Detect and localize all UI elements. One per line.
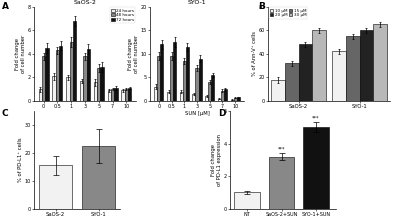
X-axis label: SUN [μM]: SUN [μM] (72, 111, 98, 116)
Bar (56, 50, 59, 101)
Bar (66, 77, 70, 101)
Bar (83, 56, 87, 101)
Title: SYO-1: SYO-1 (188, 0, 206, 5)
Bar (167, 92, 170, 101)
Bar (373, 24, 386, 101)
Bar (208, 82, 211, 101)
Bar (196, 68, 198, 101)
Bar (114, 88, 118, 101)
Bar (154, 87, 157, 101)
Bar (230, 100, 234, 101)
Bar (198, 59, 202, 101)
Bar (122, 90, 125, 101)
Y-axis label: Fold change
of cell number: Fold change of cell number (15, 35, 26, 73)
Bar (73, 21, 76, 101)
Bar (269, 157, 294, 209)
Bar (39, 89, 42, 101)
Bar (45, 48, 48, 101)
Bar (285, 63, 298, 101)
Title: SaOS-2: SaOS-2 (74, 0, 96, 5)
Bar (298, 44, 312, 101)
Y-axis label: Fold change
of cell number: Fold change of cell number (128, 35, 139, 73)
Bar (303, 127, 329, 209)
Bar (39, 165, 72, 209)
Bar (94, 82, 97, 101)
Bar (211, 75, 214, 101)
Bar (221, 91, 224, 101)
Bar (42, 56, 45, 101)
Text: C: C (2, 109, 9, 118)
Bar (97, 68, 100, 101)
Bar (205, 96, 208, 101)
Legend: 24 hours, 48 hours, 72 hours: 24 hours, 48 hours, 72 hours (110, 8, 135, 23)
Y-axis label: % of PD-L1⁺ cells: % of PD-L1⁺ cells (18, 137, 23, 182)
Legend: 10 μM, 20 μM, 15 μM, 30 μM: 10 μM, 20 μM, 15 μM, 30 μM (269, 8, 308, 19)
Bar (186, 47, 189, 101)
Bar (170, 56, 173, 101)
Bar (82, 146, 115, 209)
Bar (234, 98, 237, 101)
Y-axis label: % of Ann-V⁺ cells: % of Ann-V⁺ cells (252, 31, 257, 76)
Bar (52, 76, 56, 101)
Bar (180, 92, 183, 101)
Bar (80, 81, 83, 101)
Bar (192, 94, 196, 101)
Text: ***: *** (312, 115, 320, 120)
Bar (237, 97, 240, 101)
Bar (128, 88, 131, 101)
Bar (234, 192, 260, 209)
Text: D: D (218, 109, 226, 118)
Bar (125, 89, 128, 101)
Bar (346, 36, 360, 101)
Text: B: B (258, 2, 265, 11)
Bar (160, 44, 164, 101)
Bar (87, 49, 90, 101)
Bar (183, 61, 186, 101)
Bar (70, 42, 73, 101)
Bar (59, 46, 62, 101)
Bar (218, 99, 221, 101)
Bar (157, 56, 160, 101)
Bar (173, 42, 176, 101)
Bar (360, 30, 373, 101)
Bar (111, 89, 114, 101)
Text: ***: *** (278, 146, 285, 151)
Bar (108, 90, 111, 101)
Bar (332, 52, 346, 101)
Bar (224, 89, 227, 101)
X-axis label: SUN [μM]: SUN [μM] (184, 111, 210, 116)
Bar (312, 30, 326, 101)
Y-axis label: Fold change
of PD-L1 expression: Fold change of PD-L1 expression (211, 134, 222, 186)
Text: A: A (2, 2, 9, 11)
Bar (272, 80, 285, 101)
Bar (100, 67, 104, 101)
